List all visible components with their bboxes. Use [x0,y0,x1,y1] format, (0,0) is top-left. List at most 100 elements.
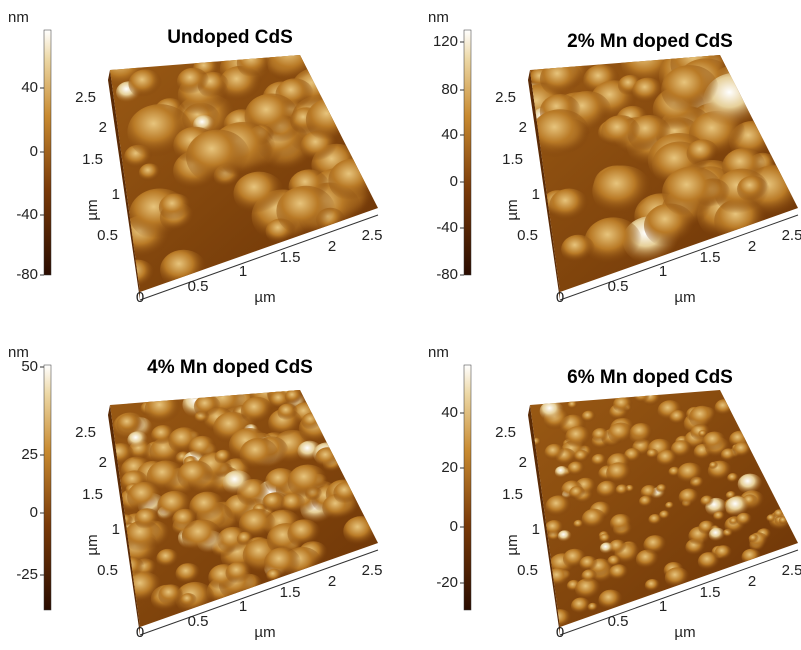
grain [677,463,703,485]
colorbar-tick-label: -80 [16,266,38,283]
grain [215,450,232,465]
colorbar-tick-label: -40 [16,206,38,223]
grain [647,449,659,459]
grain [579,556,598,572]
grain [568,401,578,410]
x-tick-label: 1.5 [700,584,721,601]
grain [156,549,179,568]
grain [643,535,667,555]
grain [194,395,221,418]
x-axis-label: µm [254,289,275,306]
x-axis-label: µm [254,624,275,641]
x-tick-label: 2.5 [782,562,801,579]
grain [679,489,700,507]
colorbar-tick-label: 0 [30,504,38,521]
grain [736,513,752,527]
panel-title: Undoped CdS [167,27,293,48]
grain [709,528,726,542]
grain [569,486,585,500]
colorbar-tick-label: -25 [16,566,38,583]
colorbar-tick-label: -80 [436,266,458,283]
grain [687,139,720,167]
colorbar-tick-label: -20 [436,574,458,591]
colorbar-tick-label: 0 [30,143,38,160]
x-tick-label: 0 [556,289,564,306]
x-tick-label: 0.5 [188,613,209,630]
x-tick-label: 2 [328,238,336,255]
grain [582,509,607,530]
colorbar-tick-label: 40 [441,126,458,143]
figure: nm400-40-80Undoped CdS2.521.510.500.511.… [0,0,801,650]
grain [302,412,323,430]
x-tick-label: 1.5 [700,249,721,266]
grain [616,484,629,495]
grain [545,444,565,461]
y-tick-label: 1 [532,186,540,203]
grain [568,461,585,476]
y-axis-label: µm [84,534,101,555]
y-tick-label: 0.5 [517,227,538,244]
y-tick-label: 2 [519,119,527,136]
grain [713,511,725,521]
grain [665,567,690,588]
colorbar-unit: nm [428,344,449,361]
y-tick-label: 0.5 [517,562,538,579]
x-tick-label: 0.5 [608,613,629,630]
x-tick-label: 0.5 [608,278,629,295]
grain [715,399,735,416]
grain [159,193,192,221]
x-tick-label: 1 [239,598,247,615]
grain [558,530,572,542]
colorbar-tick-label: 20 [441,459,458,476]
x-tick-label: 0 [136,624,144,641]
grain [546,495,572,517]
grain [689,406,716,429]
grain [139,163,161,182]
grain [632,78,663,105]
y-tick-label: 1.5 [502,151,523,168]
x-tick-label: 0.5 [188,278,209,295]
afm-panel: nm400-40-80Undoped CdS2.521.510.500.511.… [8,9,382,306]
grain [700,496,714,508]
grain [540,401,565,422]
grain [665,502,674,510]
grain [177,68,209,95]
grain [315,447,340,468]
grain [561,235,595,264]
colorbar-tick-label: 40 [21,79,38,96]
y-axis-label: µm [504,534,521,555]
colorbar-tick-label: 80 [441,81,458,98]
x-tick-label: 1 [239,263,247,280]
grain [571,598,591,615]
colorbar [464,30,471,275]
grain [176,563,201,585]
grain [607,555,621,567]
colorbar-unit: nm [428,9,449,26]
grain [721,448,737,461]
grain [239,438,278,471]
x-tick-label: 2 [328,573,336,590]
y-tick-label: 2.5 [495,89,516,106]
x-tick-label: 2.5 [782,227,801,244]
x-tick-label: 2 [748,573,756,590]
y-tick-label: 1.5 [502,486,523,503]
y-tick-label: 2.5 [75,424,96,441]
grain [223,470,253,495]
grain [749,534,760,543]
x-tick-label: 1.5 [280,249,301,266]
grain [613,396,633,413]
y-tick-label: 1 [112,186,120,203]
grain [540,61,583,98]
colorbar-unit: nm [8,9,29,26]
grain [738,474,763,495]
grain [606,462,632,484]
panel-title: 6% Mn doped CdS [567,367,733,388]
x-tick-label: 2 [748,238,756,255]
grain [657,450,678,468]
colorbar-tick-label: 25 [21,446,38,463]
panel-title: 4% Mn doped CdS [147,357,313,378]
grain [610,514,632,533]
y-tick-label: 1.5 [82,151,103,168]
grain [574,450,589,463]
y-tick-label: 2 [519,454,527,471]
